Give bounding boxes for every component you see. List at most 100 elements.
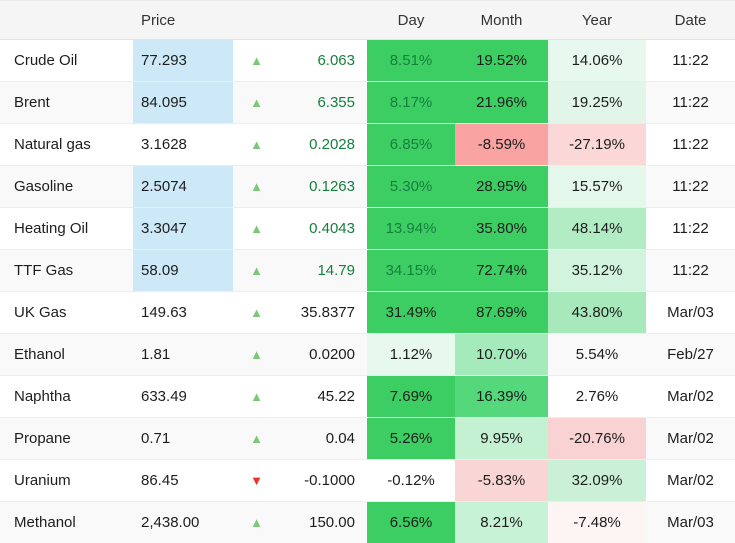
date-cell: 11:22 (646, 82, 735, 124)
commodity-name-link[interactable]: Gasoline (0, 166, 133, 208)
change-value: 0.0200 (280, 334, 367, 376)
up-arrow-icon: ▲ (233, 166, 280, 208)
month-percent-cell: 72.74% (455, 250, 548, 292)
table-row[interactable]: Ethanol 1.81 ▲ 0.0200 1.12% 10.70% 5.54%… (0, 334, 735, 376)
change-value: 0.04 (280, 418, 367, 460)
table-row[interactable]: Propane 0.71 ▲ 0.04 5.26% 9.95% -20.76% … (0, 418, 735, 460)
header-month[interactable]: Month (455, 1, 548, 40)
table-header-row: Price Day Month Year Date (0, 1, 735, 40)
commodity-name-link[interactable]: Brent (0, 82, 133, 124)
day-percent-cell: 8.51% (367, 40, 455, 82)
date-cell: 11:22 (646, 166, 735, 208)
price-cell: 0.71 (133, 418, 233, 460)
up-arrow-icon: ▲ (233, 124, 280, 166)
day-percent-cell: 6.56% (367, 502, 455, 543)
date-cell: Feb/27 (646, 334, 735, 376)
header-year[interactable]: Year (548, 1, 646, 40)
price-cell: 77.293 (133, 40, 233, 82)
table-row[interactable]: Naphtha 633.49 ▲ 45.22 7.69% 16.39% 2.76… (0, 376, 735, 418)
year-percent-cell: 15.57% (548, 166, 646, 208)
commodity-name-link[interactable]: Methanol (0, 502, 133, 543)
up-arrow-icon: ▲ (233, 334, 280, 376)
day-percent-cell: 6.85% (367, 124, 455, 166)
day-percent-cell: 34.15% (367, 250, 455, 292)
year-percent-cell: -27.19% (548, 124, 646, 166)
price-cell: 2.5074 (133, 166, 233, 208)
year-percent-cell: -7.48% (548, 502, 646, 543)
year-percent-cell: 32.09% (548, 460, 646, 502)
table-row[interactable]: Brent 84.095 ▲ 6.355 8.17% 21.96% 19.25%… (0, 82, 735, 124)
month-percent-cell: 8.21% (455, 502, 548, 543)
price-cell: 86.45 (133, 460, 233, 502)
commodity-name-link[interactable]: Heating Oil (0, 208, 133, 250)
down-arrow-icon: ▼ (233, 460, 280, 502)
header-change-spacer (280, 1, 367, 40)
month-percent-cell: 16.39% (455, 376, 548, 418)
day-percent-cell: -0.12% (367, 460, 455, 502)
commodity-name-link[interactable]: TTF Gas (0, 250, 133, 292)
up-arrow-icon: ▲ (233, 502, 280, 543)
day-percent-cell: 31.49% (367, 292, 455, 334)
year-percent-cell: 43.80% (548, 292, 646, 334)
day-percent-cell: 7.69% (367, 376, 455, 418)
commodity-name-link[interactable]: Natural gas (0, 124, 133, 166)
header-name[interactable] (0, 1, 133, 40)
change-value: 150.00 (280, 502, 367, 543)
day-percent-cell: 13.94% (367, 208, 455, 250)
year-percent-cell: 35.12% (548, 250, 646, 292)
up-arrow-icon: ▲ (233, 250, 280, 292)
day-percent-cell: 8.17% (367, 82, 455, 124)
commodity-name-link[interactable]: UK Gas (0, 292, 133, 334)
year-percent-cell: 2.76% (548, 376, 646, 418)
date-cell: Mar/03 (646, 502, 735, 543)
change-value: 0.2028 (280, 124, 367, 166)
commodity-name-link[interactable]: Ethanol (0, 334, 133, 376)
date-cell: 11:22 (646, 250, 735, 292)
commodity-name-link[interactable]: Crude Oil (0, 40, 133, 82)
day-percent-cell: 5.30% (367, 166, 455, 208)
change-value: 6.355 (280, 82, 367, 124)
month-percent-cell: -8.59% (455, 124, 548, 166)
year-percent-cell: 14.06% (548, 40, 646, 82)
up-arrow-icon: ▲ (233, 292, 280, 334)
date-cell: 11:22 (646, 124, 735, 166)
date-cell: Mar/03 (646, 292, 735, 334)
commodity-name-link[interactable]: Naphtha (0, 376, 133, 418)
month-percent-cell: 35.80% (455, 208, 548, 250)
month-percent-cell: 87.69% (455, 292, 548, 334)
date-cell: 11:22 (646, 40, 735, 82)
month-percent-cell: 21.96% (455, 82, 548, 124)
commodity-name-link[interactable]: Propane (0, 418, 133, 460)
table-row[interactable]: Natural gas 3.1628 ▲ 0.2028 6.85% -8.59%… (0, 124, 735, 166)
table-row[interactable]: TTF Gas 58.09 ▲ 14.79 34.15% 72.74% 35.1… (0, 250, 735, 292)
year-percent-cell: 48.14% (548, 208, 646, 250)
table-row[interactable]: UK Gas 149.63 ▲ 35.8377 31.49% 87.69% 43… (0, 292, 735, 334)
header-day[interactable]: Day (367, 1, 455, 40)
price-cell: 84.095 (133, 82, 233, 124)
up-arrow-icon: ▲ (233, 208, 280, 250)
up-arrow-icon: ▲ (233, 40, 280, 82)
table-row[interactable]: Uranium 86.45 ▼ -0.1000 -0.12% -5.83% 32… (0, 460, 735, 502)
table-row[interactable]: Gasoline 2.5074 ▲ 0.1263 5.30% 28.95% 15… (0, 166, 735, 208)
date-cell: 11:22 (646, 208, 735, 250)
commodity-name-link[interactable]: Uranium (0, 460, 133, 502)
month-percent-cell: 10.70% (455, 334, 548, 376)
price-cell: 58.09 (133, 250, 233, 292)
table-row[interactable]: Crude Oil 77.293 ▲ 6.063 8.51% 19.52% 14… (0, 40, 735, 82)
table-row[interactable]: Heating Oil 3.3047 ▲ 0.4043 13.94% 35.80… (0, 208, 735, 250)
change-value: 0.1263 (280, 166, 367, 208)
year-percent-cell: 19.25% (548, 82, 646, 124)
up-arrow-icon: ▲ (233, 82, 280, 124)
price-cell: 2,438.00 (133, 502, 233, 543)
date-cell: Mar/02 (646, 376, 735, 418)
header-date[interactable]: Date (646, 1, 735, 40)
price-cell: 3.1628 (133, 124, 233, 166)
table-row[interactable]: Methanol 2,438.00 ▲ 150.00 6.56% 8.21% -… (0, 502, 735, 543)
month-percent-cell: 19.52% (455, 40, 548, 82)
change-value: 45.22 (280, 376, 367, 418)
price-cell: 149.63 (133, 292, 233, 334)
header-price[interactable]: Price (133, 1, 233, 40)
month-percent-cell: 9.95% (455, 418, 548, 460)
date-cell: Mar/02 (646, 418, 735, 460)
